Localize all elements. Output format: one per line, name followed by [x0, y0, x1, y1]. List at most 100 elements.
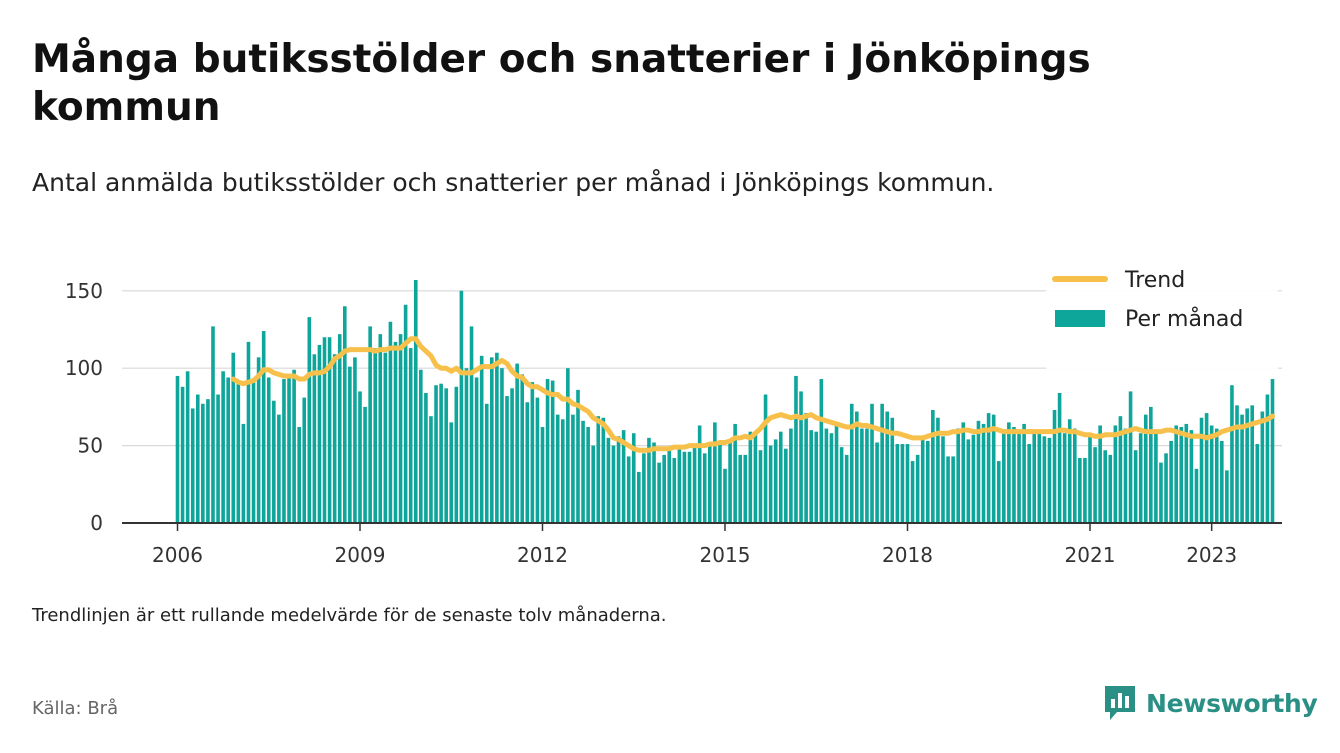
bar [175, 375, 180, 523]
bar [322, 337, 327, 523]
bar [606, 437, 611, 523]
bar [1083, 457, 1087, 523]
bar [1072, 428, 1077, 523]
bar [849, 403, 854, 523]
bar [566, 368, 570, 523]
bar [221, 371, 225, 523]
bar [337, 334, 342, 523]
bar [1159, 462, 1163, 523]
bar [429, 416, 433, 523]
y-tick-label-150: 150 [65, 279, 103, 303]
bar [464, 368, 469, 523]
bar [424, 392, 428, 523]
bar [434, 385, 438, 523]
bar [297, 427, 301, 523]
bar [388, 321, 393, 523]
bar [490, 357, 494, 523]
bar [1118, 416, 1123, 523]
bar [505, 396, 509, 523]
bar [317, 344, 322, 523]
bar [1062, 433, 1067, 523]
bar [1255, 444, 1260, 523]
bar [961, 422, 966, 523]
source-label: Källa: Brå [32, 698, 119, 719]
bar [946, 456, 950, 523]
y-tick-label-50: 50 [78, 434, 103, 458]
newsworthy-logo[interactable]: Newsworthy [1102, 683, 1318, 723]
bar [535, 397, 540, 523]
bar [1133, 450, 1138, 523]
bar [540, 427, 545, 523]
legend[interactable]: Trend Per månad [1046, 262, 1278, 370]
bar [723, 468, 727, 523]
bar [1245, 408, 1249, 523]
bar [1037, 433, 1042, 523]
bar [571, 414, 575, 523]
bar [378, 334, 383, 523]
bar [971, 434, 976, 523]
bar [246, 341, 251, 523]
bar [657, 462, 661, 523]
bar [1260, 411, 1265, 523]
bar [515, 363, 519, 523]
bar [1012, 427, 1016, 523]
bar [449, 422, 454, 523]
bar [180, 386, 185, 523]
bar [1007, 422, 1011, 523]
bar [652, 442, 656, 523]
bar [895, 444, 900, 523]
chart-title: Många butiksstölder och snatterier i Jön… [32, 37, 1091, 130]
bar [631, 433, 636, 523]
bar [834, 425, 839, 523]
bar [287, 375, 291, 523]
bar [1194, 468, 1199, 523]
bar [677, 448, 682, 523]
bar [1214, 428, 1219, 523]
bar [707, 445, 712, 523]
bar [484, 403, 489, 523]
bar [799, 391, 803, 523]
bar [530, 382, 535, 523]
bar [819, 379, 824, 523]
x-tick-label-2023: 2023 [1186, 543, 1237, 567]
bar [581, 420, 585, 523]
bar [1128, 391, 1133, 523]
bar [1067, 419, 1072, 523]
bar [925, 440, 930, 523]
bar [692, 444, 697, 523]
bar [951, 456, 955, 523]
bar [342, 306, 347, 523]
bar [647, 437, 651, 523]
bar [206, 399, 210, 523]
bar [266, 377, 271, 523]
bar [1164, 453, 1168, 523]
bar [393, 341, 398, 523]
bar [1017, 433, 1021, 523]
bar [890, 417, 895, 523]
bar [991, 414, 996, 523]
bar [256, 357, 261, 523]
bar [804, 413, 808, 523]
bar [236, 383, 241, 523]
bar [368, 326, 372, 523]
bar [931, 410, 935, 523]
bar [870, 403, 874, 523]
bar [905, 444, 910, 523]
legend-trend-label: Trend [1124, 268, 1185, 293]
bar [814, 431, 819, 523]
legend-bar-swatch [1055, 310, 1105, 327]
bar [1047, 437, 1052, 523]
bar [941, 436, 945, 523]
bar [1235, 405, 1239, 523]
bar [408, 348, 413, 523]
bar [626, 456, 631, 523]
bar [728, 442, 732, 523]
bar [1189, 430, 1194, 523]
bar [444, 388, 448, 523]
bar [809, 430, 813, 523]
bar [794, 375, 798, 523]
bar [900, 444, 905, 523]
bar [1204, 413, 1209, 523]
bar [459, 290, 464, 523]
bar [383, 352, 388, 523]
